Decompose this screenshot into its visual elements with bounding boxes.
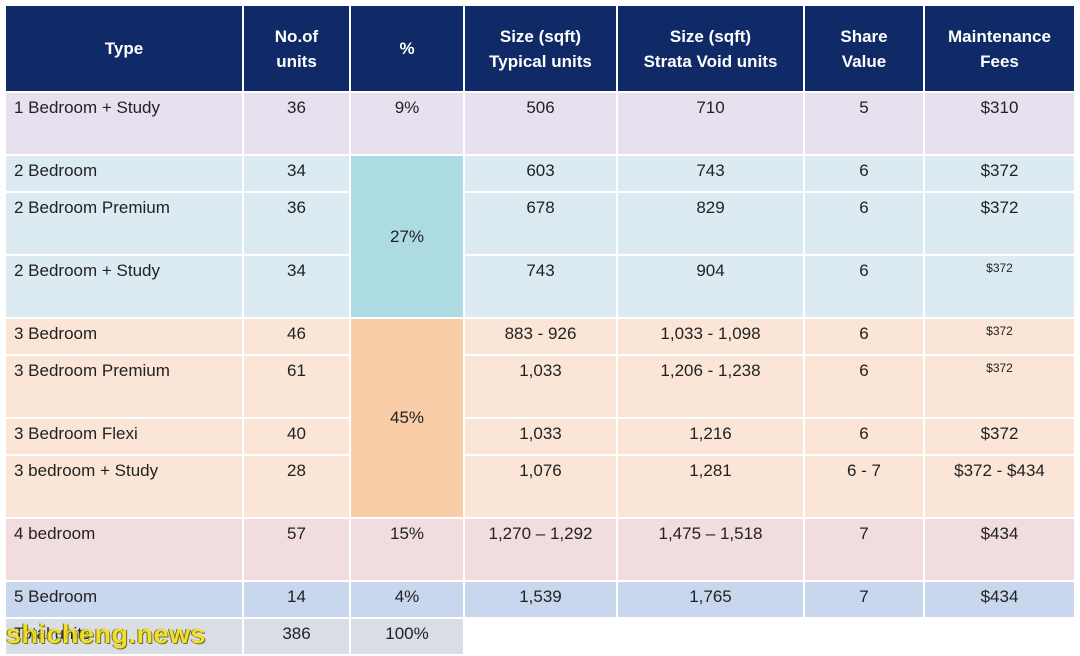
cell-fees: $434 — [925, 582, 1074, 617]
header-percent: % — [351, 6, 463, 91]
table-row: 4 bedroom 57 15% 1,270 – 1,292 1,475 – 1… — [6, 519, 1074, 580]
cell-type: 3 Bedroom — [6, 319, 242, 354]
table-row: 1 Bedroom + Study 36 9% 506 710 5 $310 — [6, 93, 1074, 154]
header-size-strata-void: Size (sqft) Strata Void units — [618, 6, 803, 91]
cell-size-void: 1,281 — [618, 456, 803, 517]
cell-type: 3 Bedroom Flexi — [6, 419, 242, 454]
cell-type: 3 Bedroom Premium — [6, 356, 242, 417]
cell-size-void: 1,206 - 1,238 — [618, 356, 803, 417]
cell-size-void: 904 — [618, 256, 803, 317]
cell-share: 6 — [805, 156, 923, 191]
unit-mix-table: Type No.of units % Size (sqft) Typical uni… — [4, 4, 1076, 656]
cell-share: 5 — [805, 93, 923, 154]
cell-units: 40 — [244, 419, 349, 454]
cell-fees: $372 — [925, 319, 1074, 354]
cell-share: 6 — [805, 319, 923, 354]
cell-share: 7 — [805, 519, 923, 580]
cell-share: 6 — [805, 356, 923, 417]
cell-total-percent: 100% — [351, 619, 463, 654]
table-row: 3 Bedroom Premium 61 1,033 1,206 - 1,238… — [6, 356, 1074, 417]
cell-empty — [925, 619, 1074, 654]
cell-percent: 15% — [351, 519, 463, 580]
cell-type: 1 Bedroom + Study — [6, 93, 242, 154]
cell-total-label: Total units — [6, 619, 242, 654]
cell-share: 6 — [805, 193, 923, 254]
cell-size-void: 1,033 - 1,098 — [618, 319, 803, 354]
cell-size-typical: 1,076 — [465, 456, 616, 517]
table-row: 5 Bedroom 14 4% 1,539 1,765 7 $434 — [6, 582, 1074, 617]
cell-share: 6 - 7 — [805, 456, 923, 517]
header-row: Type No.of units % Size (sqft) Typical uni… — [6, 6, 1074, 91]
cell-fees: $372 — [925, 356, 1074, 417]
cell-type: 5 Bedroom — [6, 582, 242, 617]
cell-empty — [618, 619, 803, 654]
cell-units: 34 — [244, 156, 349, 191]
header-maintenance-fees: Maintenance Fees — [925, 6, 1074, 91]
cell-units: 61 — [244, 356, 349, 417]
cell-units: 14 — [244, 582, 349, 617]
cell-size-typical: 678 — [465, 193, 616, 254]
cell-size-typical: 883 - 926 — [465, 319, 616, 354]
cell-size-typical: 1,270 – 1,292 — [465, 519, 616, 580]
cell-size-void: 710 — [618, 93, 803, 154]
cell-fees: $372 — [925, 256, 1074, 317]
header-share-value: Share Value — [805, 6, 923, 91]
cell-percent-3br-group: 45% — [351, 319, 463, 517]
cell-empty — [805, 619, 923, 654]
cell-size-void: 829 — [618, 193, 803, 254]
cell-share: 7 — [805, 582, 923, 617]
cell-size-typical: 1,033 — [465, 356, 616, 417]
cell-fees: $434 — [925, 519, 1074, 580]
cell-type: 4 bedroom — [6, 519, 242, 580]
table-row: 3 Bedroom Flexi 40 1,033 1,216 6 $372 — [6, 419, 1074, 454]
cell-share: 6 — [805, 419, 923, 454]
cell-empty — [465, 619, 616, 654]
cell-total-units: 386 — [244, 619, 349, 654]
cell-percent: 4% — [351, 582, 463, 617]
cell-size-typical: 603 — [465, 156, 616, 191]
cell-size-typical: 1,033 — [465, 419, 616, 454]
cell-type: 3 bedroom + Study — [6, 456, 242, 517]
total-row: Total units 386 100% — [6, 619, 1074, 654]
cell-percent-2br-group: 27% — [351, 156, 463, 317]
header-type: Type — [6, 6, 242, 91]
header-size-typical: Size (sqft) Typical units — [465, 6, 616, 91]
cell-size-void: 743 — [618, 156, 803, 191]
cell-percent: 9% — [351, 93, 463, 154]
table-row: 3 Bedroom 46 45% 883 - 926 1,033 - 1,098… — [6, 319, 1074, 517]
cell-type: 2 Bedroom — [6, 156, 242, 191]
cell-fees: $372 — [925, 193, 1074, 254]
cell-units: 46 — [244, 319, 349, 354]
cell-size-typical: 743 — [465, 256, 616, 317]
cell-share: 6 — [805, 256, 923, 317]
watermark-logo: shicheng.news — [6, 619, 207, 649]
cell-type: 2 Bedroom Premium — [6, 193, 242, 254]
cell-units: 36 — [244, 193, 349, 254]
cell-units: 57 — [244, 519, 349, 580]
table-row: 2 Bedroom + Study 34 743 904 6 $372 — [6, 256, 1074, 317]
cell-fees: $372 - $434 — [925, 456, 1074, 517]
table-row: 2 Bedroom 34 27% 603 743 6 $372 — [6, 156, 1074, 317]
cell-size-typical: 506 — [465, 93, 616, 154]
table-row: 3 bedroom + Study 28 1,076 1,281 6 - 7 $… — [6, 456, 1074, 517]
cell-units: 28 — [244, 456, 349, 517]
cell-size-typical: 1,539 — [465, 582, 616, 617]
cell-units: 36 — [244, 93, 349, 154]
cell-fees: $310 — [925, 93, 1074, 154]
cell-type: 2 Bedroom + Study — [6, 256, 242, 317]
cell-size-void: 1,475 – 1,518 — [618, 519, 803, 580]
cell-fees: $372 — [925, 156, 1074, 191]
table-row: 2 Bedroom Premium 36 678 829 6 $372 — [6, 193, 1074, 254]
cell-size-void: 1,765 — [618, 582, 803, 617]
cell-size-void: 1,216 — [618, 419, 803, 454]
cell-fees: $372 — [925, 419, 1074, 454]
cell-units: 34 — [244, 256, 349, 317]
header-units: No.of units — [244, 6, 349, 91]
